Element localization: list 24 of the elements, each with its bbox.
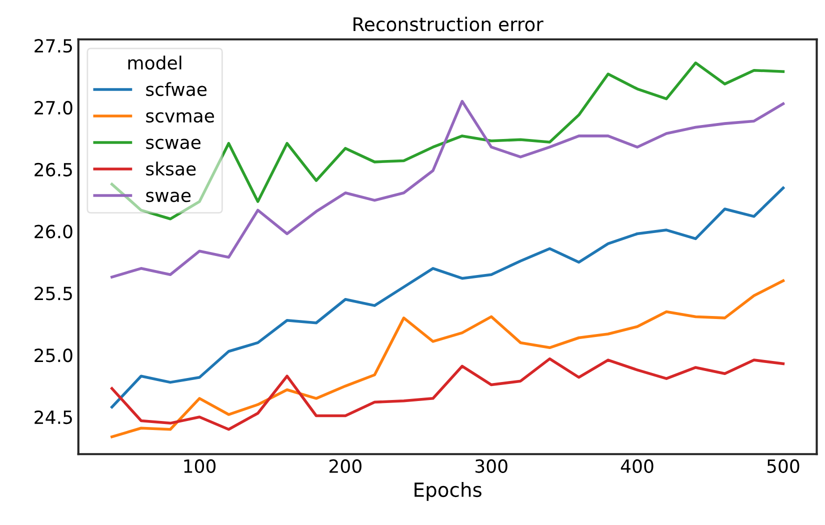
- legend-label: scfwae: [146, 82, 207, 96]
- x-axis-title: Epochs: [414, 482, 482, 501]
- x-tick-label: 300: [475, 459, 508, 473]
- y-tick-label: 24.5: [34, 410, 72, 424]
- legend-label: scvmae: [146, 112, 214, 123]
- legend-title: model: [128, 56, 182, 70]
- legend-label: scwae: [146, 138, 200, 150]
- line-series: [110, 100, 785, 278]
- y-tick-label: 25.5: [34, 286, 72, 300]
- y-tick-label: 27.0: [34, 100, 72, 115]
- line-series: [110, 186, 785, 408]
- chart-title: Reconstruction error: [354, 16, 544, 32]
- x-tick-label: 400: [620, 459, 654, 473]
- y-tick-label: 26.0: [34, 224, 72, 238]
- legend-label: sksae: [146, 162, 196, 176]
- x-tick-label: 200: [330, 459, 362, 473]
- legend-label: swae: [146, 192, 191, 202]
- line-series: [110, 279, 785, 438]
- x-tick-label: 100: [184, 459, 216, 473]
- x-tick-label: 500: [767, 459, 800, 473]
- y-tick-label: 25.0: [34, 348, 72, 362]
- line-series: [110, 357, 785, 431]
- y-tick-label: 26.5: [34, 162, 72, 176]
- y-tick-label: 27.5: [34, 39, 72, 53]
